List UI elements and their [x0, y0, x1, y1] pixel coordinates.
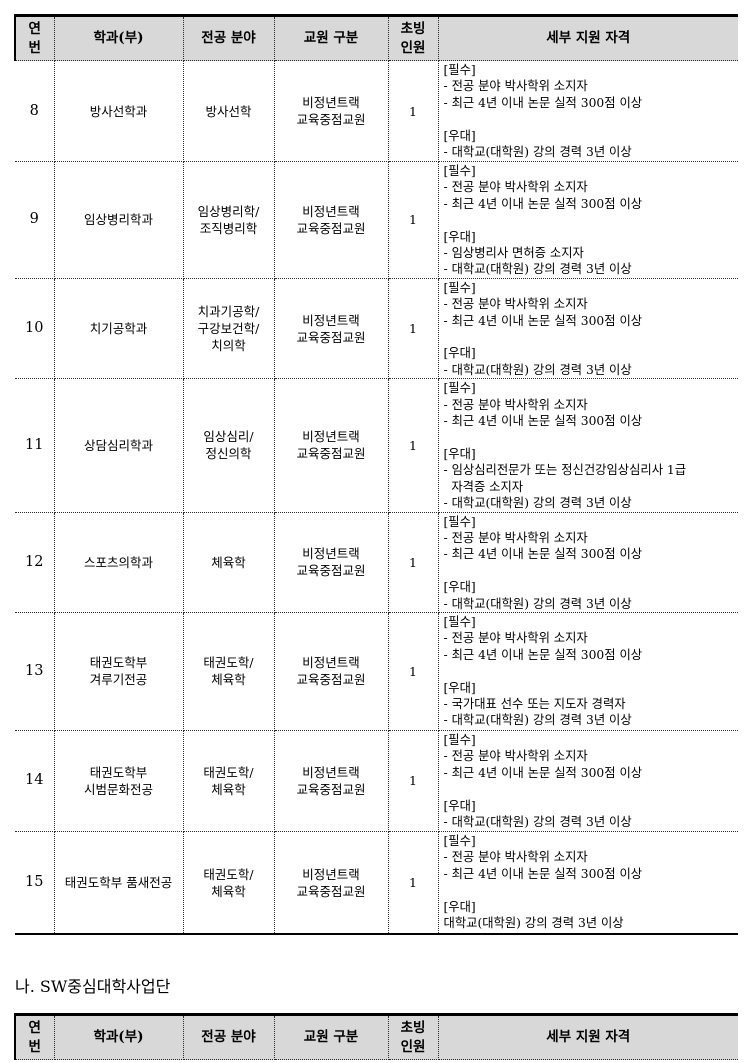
faculty-recruitment-table-2: 연 번 학과(부) 전공 분야 교원 구분 초빙 인원 세부 지원 자격: [14, 1013, 738, 1061]
table-header-row: 연 번 학과(부) 전공 분야 교원 구분 초빙 인원 세부 지원 자격: [14, 1013, 738, 1061]
cell-openings: 1: [387, 60, 439, 162]
table-row: 15 태권도학부 품새전공 태권도학/ 체육학 비정년트랙 교육중점교원 1 […: [15, 830, 738, 936]
cell-openings: 1: [387, 378, 439, 513]
table-row: 12 스포츠의학과 체육학 비정년트랙 교육중점교원 1 [필수] - 전공 분…: [15, 511, 738, 613]
cell-major-field: 태권도학/ 체육학: [182, 830, 275, 936]
col-header-faculty-type: 교원 구분: [274, 1013, 389, 1061]
cell-openings: 1: [387, 611, 439, 731]
col-header-openings: 초빙 인원: [388, 1013, 439, 1061]
cell-qualifications: [필수] - 전공 분야 박사학위 소지자 - 최근 4년 이내 논문 실적 3…: [437, 60, 738, 162]
col-header-qualifications: 세부 지원 자격: [438, 1013, 738, 1061]
cell-number: 11: [15, 378, 55, 513]
cell-number: 12: [15, 511, 55, 613]
cell-faculty-type: 비정년트랙 교육중점교원: [273, 611, 389, 731]
table-row: 9 임상병리학과 임상병리학/ 조직병리학 비정년트랙 교육중점교원 1 [필수…: [15, 161, 738, 279]
col-header-qualifications: 세부 지원 자격: [438, 14, 738, 61]
col-header-department: 학과(부): [54, 1013, 184, 1061]
cell-major-field: 체육학: [182, 511, 275, 613]
col-header-number: 연 번: [14, 1013, 55, 1061]
cell-qualifications: [필수] - 전공 분야 박사학위 소지자 - 최근 4년 이내 논문 실적 3…: [437, 511, 738, 613]
cell-faculty-type: 비정년트랙 교육중점교원: [273, 277, 389, 380]
table-row: 8 방사선학과 방사선학 비정년트랙 교육중점교원 1 [필수] - 전공 분야…: [15, 60, 738, 162]
col-header-number: 연 번: [14, 14, 55, 61]
cell-qualifications: [필수] - 전공 분야 박사학위 소지자 - 최근 4년 이내 논문 실적 3…: [437, 277, 738, 380]
cell-number: 9: [15, 161, 55, 279]
cell-qualifications: [필수] - 전공 분야 박사학위 소지자 - 최근 4년 이내 논문 실적 3…: [437, 161, 738, 279]
col-header-openings: 초빙 인원: [388, 14, 439, 61]
cell-faculty-type: 비정년트랙 교육중점교원: [273, 830, 389, 936]
cell-department: 치기공학과: [53, 277, 184, 380]
cell-major-field: 태권도학/ 체육학: [182, 729, 275, 832]
table-row: 10 치기공학과 치과기공학/ 구강보건학/ 치의학 비정년트랙 교육중점교원 …: [15, 277, 738, 380]
cell-department: 스포츠의학과: [53, 511, 184, 613]
cell-qualifications: [필수] - 전공 분야 박사학위 소지자 - 최근 4년 이내 논문 실적 3…: [437, 378, 738, 513]
faculty-recruitment-table-1: 연 번 학과(부) 전공 분야 교원 구분 초빙 인원 세부 지원 자격 8 방…: [14, 14, 738, 936]
cell-faculty-type: 비정년트랙 교육중점교원: [273, 729, 389, 832]
cell-qualifications: [필수] - 전공 분야 박사학위 소지자 - 최근 4년 이내 논문 실적 3…: [437, 611, 738, 731]
cell-openings: 1: [387, 161, 439, 279]
table-row: 14 태권도학부 시범문화전공 태권도학/ 체육학 비정년트랙 교육중점교원 1…: [15, 729, 738, 832]
table-row: 13 태권도학부 겨루기전공 태권도학/ 체육학 비정년트랙 교육중점교원 1 …: [15, 611, 738, 731]
cell-major-field: 태권도학/ 체육학: [182, 611, 275, 731]
cell-openings: 1: [387, 830, 439, 936]
cell-department: 방사선학과: [53, 60, 184, 162]
col-header-major-field: 전공 분야: [183, 1013, 275, 1061]
cell-openings: 1: [387, 511, 439, 613]
cell-major-field: 임상병리학/ 조직병리학: [182, 161, 275, 279]
cell-major-field: 방사선학: [182, 60, 275, 162]
col-header-major-field: 전공 분야: [183, 14, 275, 61]
section-heading-sw: 나. SW중심대학사업단: [15, 977, 171, 997]
cell-number: 13: [15, 611, 55, 731]
cell-major-field: 치과기공학/ 구강보건학/ 치의학: [182, 277, 275, 380]
cell-major-field: 임상심리/ 정신의학: [182, 378, 275, 513]
cell-department: 태권도학부 품새전공: [53, 830, 184, 936]
col-header-faculty-type: 교원 구분: [274, 14, 389, 61]
cell-openings: 1: [387, 729, 439, 832]
cell-faculty-type: 비정년트랙 교육중점교원: [273, 378, 389, 513]
cell-faculty-type: 비정년트랙 교육중점교원: [273, 60, 389, 162]
cell-number: 14: [15, 729, 55, 832]
cell-number: 10: [15, 277, 55, 380]
table-header-row: 연 번 학과(부) 전공 분야 교원 구분 초빙 인원 세부 지원 자격: [14, 14, 738, 61]
cell-openings: 1: [387, 277, 439, 380]
col-header-department: 학과(부): [54, 14, 184, 61]
cell-department: 태권도학부 겨루기전공: [53, 611, 184, 731]
cell-qualifications: [필수] - 전공 분야 박사학위 소지자 - 최근 4년 이내 논문 실적 3…: [437, 830, 738, 936]
cell-department: 상담심리학과: [53, 378, 184, 513]
cell-faculty-type: 비정년트랙 교육중점교원: [273, 161, 389, 279]
table-row: 11 상담심리학과 임상심리/ 정신의학 비정년트랙 교육중점교원 1 [필수]…: [15, 378, 738, 513]
cell-department: 임상병리학과: [53, 161, 184, 279]
cell-qualifications: [필수] - 전공 분야 박사학위 소지자 - 최근 4년 이내 논문 실적 3…: [437, 729, 738, 832]
cell-faculty-type: 비정년트랙 교육중점교원: [273, 511, 389, 613]
cell-department: 태권도학부 시범문화전공: [53, 729, 184, 832]
cell-number: 15: [15, 830, 55, 936]
cell-number: 8: [15, 60, 55, 162]
